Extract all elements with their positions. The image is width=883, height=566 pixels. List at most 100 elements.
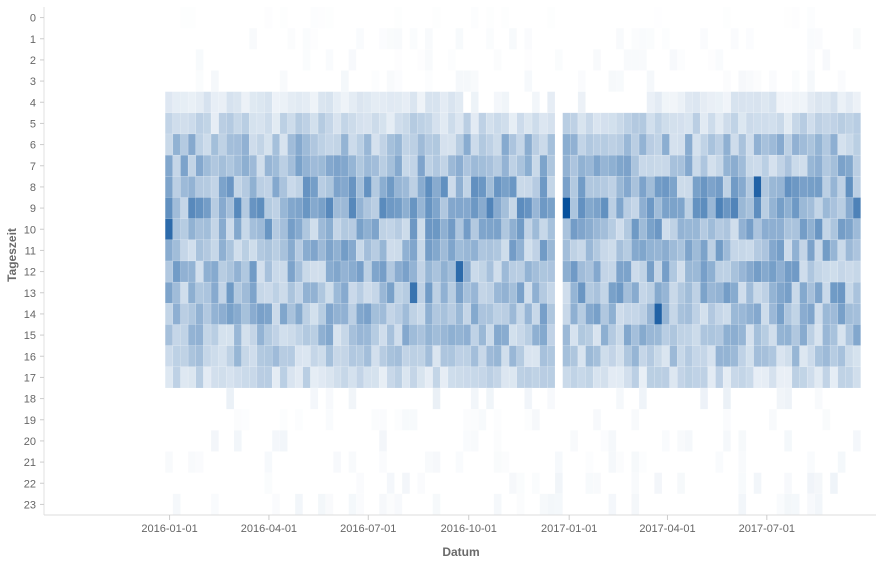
heatmap-cell (294, 345, 304, 368)
heatmap-cell (768, 112, 777, 135)
heatmap-cell (271, 239, 281, 262)
heatmap-cell (279, 430, 288, 452)
heatmap-cell (570, 430, 579, 452)
heatmap-cell (615, 176, 625, 198)
heatmap-cell (600, 430, 609, 452)
heatmap-cell (845, 112, 854, 135)
heatmap-cell (440, 324, 449, 346)
heatmap-cell (424, 176, 433, 198)
heatmap-cell (432, 303, 441, 325)
heatmap-cell (470, 366, 479, 389)
heatmap-cell (287, 281, 296, 304)
heatmap-cell (715, 197, 724, 219)
heatmap-cell (600, 197, 609, 219)
heatmap-cell (241, 303, 250, 325)
heatmap-cell (638, 281, 647, 304)
heatmap-cell (241, 176, 250, 198)
heatmap-cell (233, 91, 242, 114)
heatmap-cell (501, 324, 510, 346)
heatmap-cell (241, 91, 250, 114)
heatmap-cell (233, 133, 242, 156)
heatmap-cell (256, 366, 265, 389)
heatmap-cell (463, 154, 472, 177)
heatmap-cell (806, 345, 816, 368)
heatmap-cell (562, 133, 571, 156)
heatmap-cell (806, 451, 816, 473)
heatmap-cell (761, 112, 770, 135)
heatmap-cell (226, 281, 235, 304)
heatmap-cell (799, 91, 808, 114)
heatmap-cell (348, 197, 357, 219)
heatmap-cell (218, 366, 227, 389)
heatmap-cell (822, 281, 831, 304)
heatmap-cell (226, 176, 235, 198)
heatmap-cell (608, 133, 617, 156)
heatmap-cell (470, 133, 479, 156)
heatmap-cell (233, 366, 242, 389)
heatmap-cell (226, 260, 235, 283)
heatmap-cell (516, 239, 525, 262)
heatmap-cell (478, 303, 487, 325)
heatmap-cell (401, 154, 411, 177)
heatmap-cell (814, 112, 823, 135)
heatmap-cell (287, 154, 296, 177)
heatmap-cell (524, 239, 533, 262)
heatmap-cell (524, 70, 533, 92)
heatmap-cell (340, 303, 349, 325)
heatmap-cell (776, 239, 785, 262)
heatmap-cell (784, 493, 793, 516)
heatmap-cell (264, 366, 273, 389)
heatmap-cell (356, 176, 365, 198)
heatmap-cell (730, 281, 739, 304)
heatmap-cell (493, 451, 502, 473)
heatmap-cell (455, 218, 464, 241)
heatmap-cell (493, 197, 502, 219)
heatmap-cell (264, 133, 273, 156)
heatmap-cell (707, 303, 716, 325)
heatmap-cell (814, 27, 823, 50)
heatmap-cell (401, 366, 411, 389)
heatmap-cell (172, 260, 181, 283)
heatmap-cell (501, 133, 510, 156)
heatmap-cell (218, 324, 227, 346)
heatmap-cell (249, 133, 258, 156)
heatmap-cell (317, 303, 326, 325)
heatmap-cell (608, 176, 617, 198)
heatmap-cell (302, 133, 311, 156)
heatmap-cell (271, 218, 281, 241)
heatmap-cell (677, 324, 686, 346)
heatmap-cell (799, 239, 808, 262)
heatmap-cell (669, 197, 678, 219)
heatmap-cell (432, 112, 441, 135)
heatmap-cell (172, 154, 181, 177)
heatmap-cell (493, 239, 502, 262)
heatmap-cell (463, 239, 472, 262)
heatmap-cell (310, 218, 319, 241)
heatmap-cell (845, 133, 854, 156)
heatmap-cell (302, 260, 311, 283)
heatmap-cell (447, 218, 456, 241)
heatmap-cell (317, 324, 326, 346)
heatmap-cell (730, 239, 739, 262)
heatmap-cell (592, 472, 602, 495)
heatmap-cell (768, 345, 777, 368)
heatmap-cell (547, 493, 556, 516)
heatmap-cell (363, 260, 372, 283)
heatmap-cell (226, 345, 235, 368)
heatmap-cell (768, 70, 777, 92)
heatmap-cell (776, 133, 785, 156)
heatmap-cell (615, 112, 625, 135)
heatmap-cell (631, 281, 640, 304)
heatmap-cell (363, 197, 372, 219)
heatmap-cell (401, 218, 411, 241)
heatmap-cell (325, 154, 334, 177)
heatmap-cell (371, 112, 380, 135)
heatmap-cell (852, 324, 861, 346)
heatmap-cell (707, 260, 716, 283)
heatmap-cell (707, 345, 716, 368)
heatmap-cell (279, 366, 288, 389)
heatmap-cell (738, 70, 747, 92)
heatmap-cell (799, 303, 808, 325)
heatmap-cell (615, 218, 625, 241)
heatmap-cell (646, 133, 655, 156)
